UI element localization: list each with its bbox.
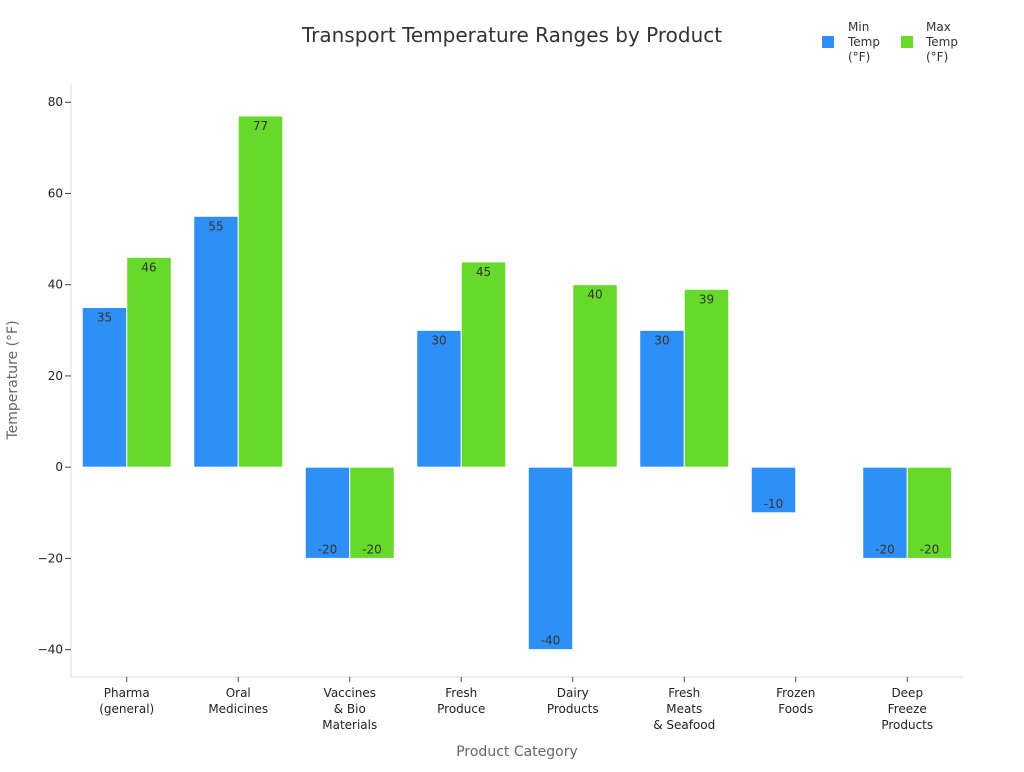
y-axis-title: Temperature (°F) — [5, 320, 21, 440]
y-tick-label: 60 — [48, 186, 63, 200]
x-tick-label: Oral Medicines — [208, 686, 268, 716]
x-tick-label: Fresh Produce — [437, 686, 485, 716]
data-label: -20 — [920, 542, 940, 556]
data-labels: 35 46 55 77 -20 -20 30 45 -40 40 30 39 -10 -20 -20 — [97, 119, 939, 648]
legend: Min Temp (°F)Max Temp (°F) — [822, 20, 958, 64]
bar — [527, 466, 574, 651]
data-label: 35 — [97, 311, 112, 325]
data-label: -40 — [541, 634, 561, 648]
x-tick-label-line: Foods — [778, 702, 813, 716]
bar — [349, 466, 395, 559]
x-axis-title: Product Category — [456, 744, 578, 760]
bar — [906, 466, 953, 559]
bar — [683, 288, 730, 468]
data-label: 45 — [476, 265, 491, 279]
x-tick-label-line: Meats — [666, 702, 702, 716]
legend-label-line: (°F) — [848, 50, 870, 64]
data-label: -10 — [764, 497, 784, 511]
bar — [639, 329, 685, 468]
x-tick-label-line: Pharma — [104, 686, 150, 700]
y-tick-label: −20 — [38, 551, 63, 565]
y-tick-label: 80 — [48, 95, 63, 109]
legend-swatch — [901, 36, 913, 48]
legend-swatch — [822, 36, 834, 48]
x-tick-label-line: Freeze — [888, 702, 927, 716]
legend-label-line: Min — [848, 20, 869, 34]
x-tick-label-line: Medicines — [208, 702, 268, 716]
legend-label-line: (°F) — [926, 50, 948, 64]
legend-label-line: Temp — [847, 35, 880, 49]
data-label: 46 — [141, 260, 156, 274]
bar — [572, 284, 618, 468]
legend-label-line: Max — [926, 20, 951, 34]
bar — [750, 466, 797, 514]
data-label: 30 — [654, 333, 669, 347]
legend-label-line: Temp — [925, 35, 958, 49]
data-label: 40 — [587, 288, 602, 302]
legend-label: Max Temp (°F) — [925, 20, 958, 64]
x-tick-label-line: Oral — [226, 686, 251, 700]
data-label: -20 — [362, 542, 382, 556]
y-axis: −40 −20 0 20 40 60 80 — [38, 84, 72, 677]
x-tick-label-line: Deep — [891, 686, 923, 700]
x-tick-label-line: & Bio — [334, 702, 366, 716]
bars — [81, 115, 953, 651]
bar — [81, 307, 128, 468]
y-tick-label: 0 — [55, 460, 63, 474]
chart-title: Transport Temperature Ranges by Product — [301, 23, 722, 47]
x-tick-label: Fresh Meats & Seafood — [653, 686, 715, 732]
x-tick-label-line: Products — [547, 702, 599, 716]
x-tick-label: Pharma (general) — [99, 686, 154, 716]
data-label: 55 — [208, 219, 223, 233]
data-label: -20 — [318, 542, 338, 556]
data-label: 77 — [253, 119, 268, 133]
x-tick-label-line: (general) — [99, 702, 154, 716]
x-tick-label-line: & Seafood — [653, 718, 715, 732]
bar — [237, 115, 284, 468]
bar — [193, 215, 239, 468]
bar — [460, 261, 507, 468]
bar — [304, 466, 351, 559]
legend-label: Min Temp (°F) — [847, 20, 880, 64]
x-tick-label-line: Fresh — [445, 686, 477, 700]
x-axis: Pharma (general) Oral Medicines Vaccines & Bi… — [71, 676, 963, 732]
x-tick-label-line: Frozen — [776, 686, 815, 700]
x-tick-label: Dairy Products — [547, 686, 599, 716]
y-tick-label: 40 — [48, 278, 63, 292]
data-label: 39 — [699, 292, 714, 306]
data-label: 30 — [431, 333, 446, 347]
bar — [416, 329, 462, 468]
data-label: -20 — [875, 542, 895, 556]
x-tick-label-line: Fresh — [668, 686, 700, 700]
x-tick-label-line: Dairy — [557, 686, 589, 700]
x-tick-label-line: Products — [881, 718, 933, 732]
x-tick-label: Vaccines & Bio Materials — [322, 686, 377, 732]
x-tick-label: Frozen Foods — [776, 686, 815, 716]
y-tick-label: −40 — [38, 643, 63, 657]
x-tick-label-line: Materials — [322, 718, 377, 732]
x-tick-label: Deep Freeze Products — [881, 686, 933, 732]
x-tick-label-line: Vaccines — [324, 686, 376, 700]
x-tick-label-line: Produce — [437, 702, 485, 716]
y-tick-label: 20 — [48, 369, 63, 383]
bar — [126, 256, 172, 468]
